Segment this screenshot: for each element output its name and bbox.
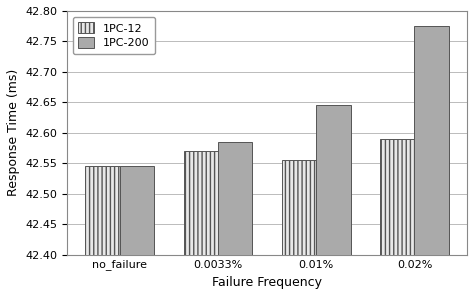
Bar xyxy=(414,26,449,255)
Bar xyxy=(316,105,351,255)
Bar xyxy=(282,160,316,255)
Bar xyxy=(183,151,218,255)
Bar xyxy=(85,166,120,255)
Y-axis label: Response Time (ms): Response Time (ms) xyxy=(7,69,20,197)
Bar xyxy=(218,142,252,255)
Legend: 1PC-12, 1PC-200: 1PC-12, 1PC-200 xyxy=(73,17,155,54)
Bar xyxy=(120,166,154,255)
X-axis label: Failure Frequency: Failure Frequency xyxy=(212,276,322,289)
Bar xyxy=(380,139,414,255)
